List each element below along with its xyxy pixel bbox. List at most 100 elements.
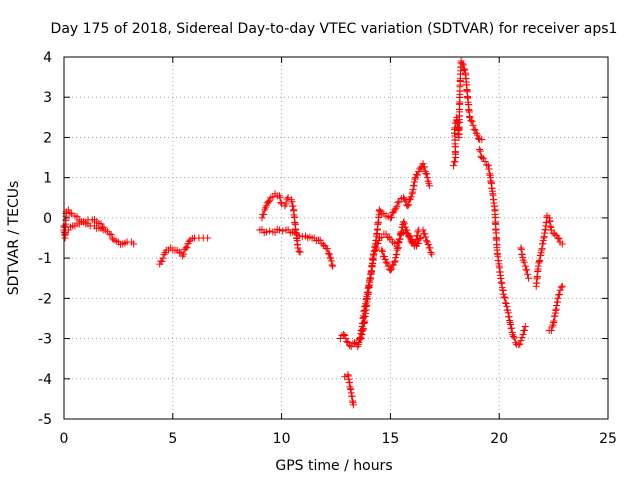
data-point: [276, 194, 284, 202]
data-point: [402, 197, 410, 205]
plot-frame: [63, 56, 609, 420]
data-point: [66, 209, 74, 217]
data-point: [386, 266, 394, 274]
data-point: [394, 198, 402, 206]
x-axis-label: GPS time / hours: [275, 458, 392, 474]
data-point: [473, 131, 481, 139]
data-point: [265, 198, 273, 206]
data-point: [556, 286, 564, 294]
y-tick-label: 0: [43, 211, 52, 227]
data-point: [501, 294, 509, 302]
data-point: [406, 233, 414, 241]
y-axis-label: SDTVAR / TECUs: [6, 181, 22, 296]
chart-title: Day 175 of 2018, Sidereal Day-to-day VTE…: [51, 21, 618, 37]
data-point: [427, 249, 435, 257]
data-point: [262, 228, 270, 236]
data-point: [481, 157, 489, 165]
data-point: [258, 214, 266, 222]
data-point: [392, 204, 400, 212]
data-point: [518, 334, 526, 342]
data-point: [558, 282, 566, 290]
data-point: [325, 250, 333, 258]
data-point: [160, 250, 168, 258]
axis-ticks: [63, 56, 609, 420]
data-point: [414, 171, 422, 179]
x-tick-label: 10: [273, 431, 291, 447]
data-point: [428, 250, 436, 258]
data-point: [266, 197, 274, 205]
data-point: [340, 331, 348, 339]
data-point: [407, 193, 415, 201]
data-point: [372, 244, 380, 252]
sdtvar-track-3: [156, 234, 212, 268]
data-point: [260, 210, 268, 218]
data-point: [468, 117, 476, 125]
data-point: [419, 226, 427, 234]
data-point: [393, 203, 401, 211]
data-point: [500, 293, 508, 301]
data-point: [422, 169, 430, 177]
data-point: [387, 265, 395, 273]
data-point: [554, 234, 562, 242]
data-point: [521, 322, 529, 330]
data-point: [109, 235, 117, 243]
data-point: [370, 250, 378, 258]
tick-labels: 0 5 10 15 20 25 -5 -4 -3 -2 -1 0 1 2 3 4: [38, 50, 617, 447]
y-tick-label: -3: [38, 332, 52, 348]
data-point: [372, 246, 380, 254]
data-point: [323, 245, 331, 253]
data-point: [204, 234, 212, 242]
data-point: [383, 259, 391, 267]
data-point: [459, 61, 467, 69]
data-point: [294, 244, 302, 252]
data-point: [384, 262, 392, 270]
data-point: [476, 147, 484, 155]
data-point: [342, 335, 350, 343]
data-point: [517, 337, 525, 345]
y-tick-label: -1: [38, 251, 52, 267]
data-point: [107, 231, 115, 239]
sdtvar-track-10: [450, 57, 486, 170]
data-point: [426, 244, 434, 252]
data-point: [521, 262, 529, 270]
data-point: [469, 121, 477, 129]
data-point: [399, 218, 407, 226]
data-point: [483, 161, 491, 169]
data-point: [548, 323, 556, 331]
data-point: [476, 146, 484, 154]
data-point: [509, 333, 517, 341]
data-point: [451, 158, 459, 166]
data-point: [458, 60, 466, 68]
data-point: [520, 258, 528, 266]
data-point: [419, 160, 427, 168]
data-point: [461, 66, 469, 74]
data-point: [424, 240, 432, 248]
data-point: [288, 198, 296, 206]
data-point: [405, 201, 413, 209]
data-point: [158, 258, 166, 266]
data-point: [382, 230, 390, 238]
data-point: [426, 182, 434, 190]
data-point: [547, 327, 555, 335]
sdtvar-track-9: [341, 371, 357, 409]
x-tick-label: 15: [381, 431, 399, 447]
x-tick-label: 25: [599, 431, 617, 447]
data-point: [508, 324, 516, 332]
data-point: [558, 240, 566, 248]
y-tick-label: -2: [38, 291, 52, 307]
data-point: [525, 274, 533, 282]
y-tick-label: 1: [43, 171, 52, 187]
data-point: [374, 240, 382, 248]
data-point: [180, 250, 188, 258]
data-point: [130, 240, 138, 248]
data-point: [423, 237, 431, 245]
y-tick-label: 3: [43, 90, 52, 106]
data-point: [106, 230, 114, 238]
data-point: [401, 223, 409, 231]
sdtvar-track-8: [378, 218, 425, 274]
data-point: [557, 283, 565, 291]
data-point: [523, 266, 531, 274]
sdtvar-track-5: [258, 190, 304, 256]
